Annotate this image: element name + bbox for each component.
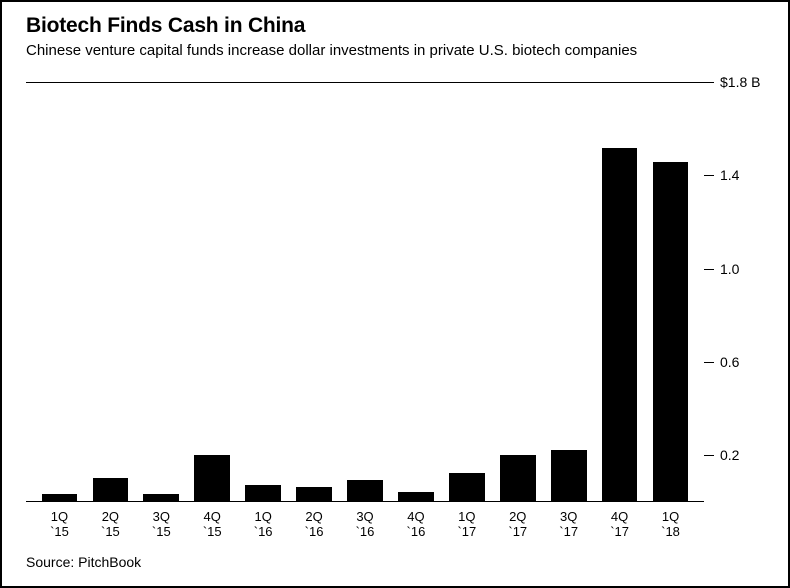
chart-title: Biotech Finds Cash in China — [26, 14, 764, 38]
bar-slot — [34, 83, 85, 501]
bar-slot — [441, 83, 492, 501]
x-tick-label: 4Q `15 — [187, 509, 238, 540]
x-tick-label: 2Q `15 — [85, 509, 136, 540]
bar-slot — [187, 83, 238, 501]
bar-slot — [136, 83, 187, 501]
chart-frame: Biotech Finds Cash in China Chinese vent… — [0, 0, 790, 588]
bar — [398, 492, 434, 501]
x-tick-label: 3Q `17 — [543, 509, 594, 540]
bar-slot — [340, 83, 391, 501]
x-tick-label: 4Q `16 — [390, 509, 441, 540]
chart-subtitle: Chinese venture capital funds increase d… — [26, 42, 764, 59]
bar — [245, 485, 281, 501]
y-tick-label: 0.2 — [720, 447, 739, 463]
y-tick-label: $1.8 B — [720, 74, 760, 90]
bar — [500, 455, 536, 501]
y-tick-label: 1.4 — [720, 167, 739, 183]
plot-area — [26, 82, 704, 502]
y-tick — [704, 269, 714, 270]
bar-slot — [238, 83, 289, 501]
y-tick-label: 1.0 — [720, 261, 739, 277]
bar-slot — [645, 83, 696, 501]
source-label: Source: PitchBook — [26, 554, 141, 570]
bars-container — [34, 83, 696, 501]
bar-slot — [85, 83, 136, 501]
bar-slot — [543, 83, 594, 501]
bar — [194, 455, 230, 501]
bar — [296, 487, 332, 501]
bar — [93, 478, 129, 501]
x-tick-label: 1Q `16 — [238, 509, 289, 540]
bar — [653, 162, 689, 501]
y-tick — [704, 455, 714, 456]
bar — [42, 494, 78, 501]
x-axis-labels: 1Q `152Q `153Q `154Q `151Q `162Q `163Q `… — [34, 509, 696, 540]
x-tick-label: 1Q `17 — [441, 509, 492, 540]
bar — [449, 473, 485, 501]
bar-slot — [289, 83, 340, 501]
bar — [602, 148, 638, 501]
bar — [551, 450, 587, 501]
bar — [347, 480, 383, 501]
x-tick-label: 2Q `16 — [289, 509, 340, 540]
x-tick-label: 3Q `15 — [136, 509, 187, 540]
y-axis: $1.8 B1.41.00.60.2 — [704, 82, 764, 502]
y-tick — [704, 82, 714, 83]
x-tick-label: 2Q `17 — [492, 509, 543, 540]
x-tick-label: 1Q `15 — [34, 509, 85, 540]
bar — [143, 494, 179, 501]
x-tick-label: 4Q `17 — [594, 509, 645, 540]
x-tick-label: 1Q `18 — [645, 509, 696, 540]
y-tick-label: 0.6 — [720, 354, 739, 370]
y-tick — [704, 362, 714, 363]
bar-slot — [492, 83, 543, 501]
bar-slot — [594, 83, 645, 501]
bar-slot — [390, 83, 441, 501]
x-tick-label: 3Q `16 — [340, 509, 391, 540]
chart-inner: Biotech Finds Cash in China Chinese vent… — [26, 14, 764, 570]
y-tick — [704, 175, 714, 176]
